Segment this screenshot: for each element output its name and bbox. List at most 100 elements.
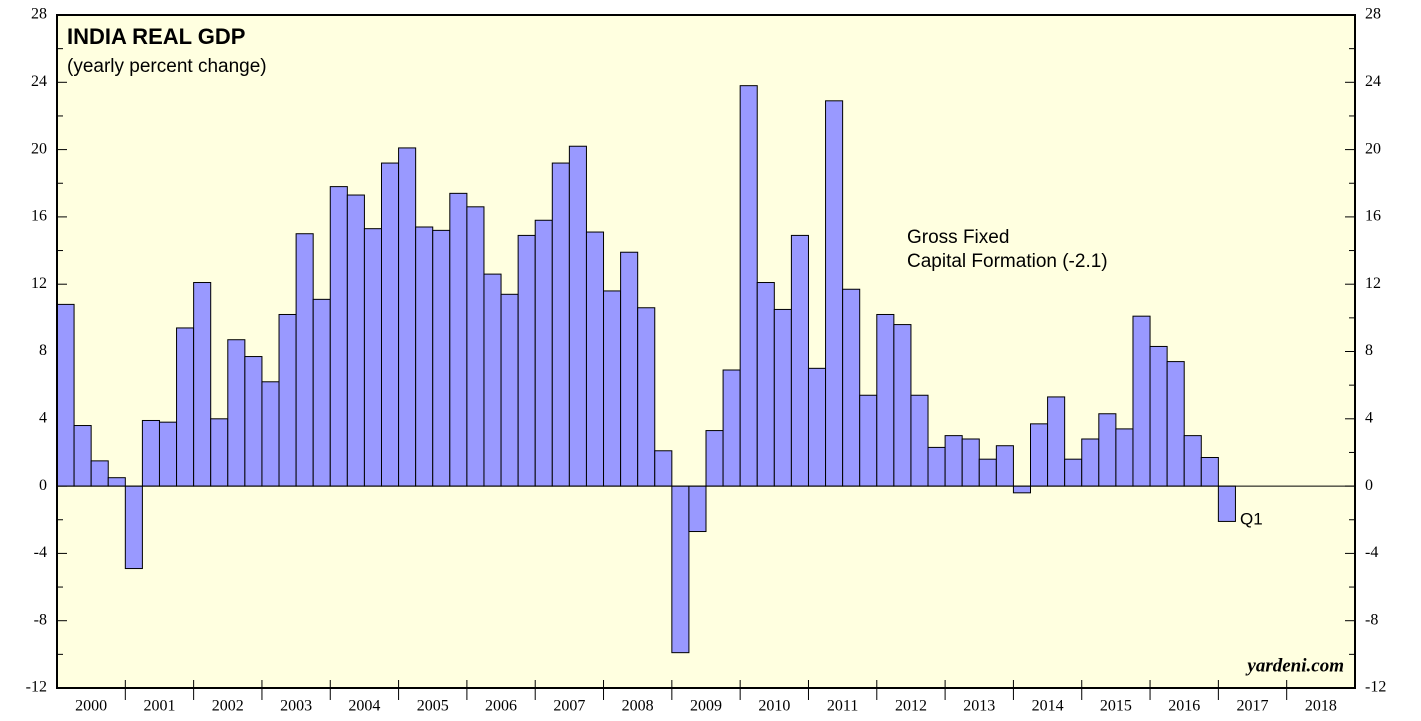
bar bbox=[381, 162, 400, 487]
y-tick-label: 8 bbox=[39, 342, 47, 359]
bar bbox=[449, 192, 468, 487]
x-tick-label: 2017 bbox=[1237, 698, 1269, 715]
bar bbox=[944, 435, 963, 487]
bar bbox=[876, 313, 895, 487]
x-tick-label: 2013 bbox=[963, 698, 995, 715]
bar bbox=[551, 162, 570, 487]
bar bbox=[978, 458, 997, 487]
bar bbox=[432, 229, 451, 487]
bar bbox=[500, 293, 519, 487]
bar bbox=[210, 418, 229, 487]
bar bbox=[1098, 413, 1117, 487]
bar bbox=[1166, 361, 1185, 487]
x-tick-label: 2005 bbox=[417, 698, 449, 715]
bar bbox=[1183, 435, 1202, 487]
bar bbox=[1132, 315, 1151, 487]
x-tick-label: 2006 bbox=[485, 698, 517, 715]
source: yardeni.com bbox=[1245, 655, 1344, 676]
bar bbox=[73, 425, 92, 487]
bar bbox=[124, 485, 143, 570]
bar bbox=[1030, 423, 1049, 487]
bar bbox=[1217, 485, 1236, 522]
bar bbox=[620, 251, 639, 487]
y2-tick-label: 4 bbox=[1365, 409, 1373, 426]
bar bbox=[90, 460, 109, 487]
bar bbox=[295, 233, 314, 487]
bar bbox=[603, 290, 622, 487]
x-tick-label: 2008 bbox=[622, 698, 654, 715]
bar bbox=[773, 308, 792, 487]
bar bbox=[927, 446, 946, 487]
y-tick-label: 12 bbox=[31, 275, 47, 292]
bar bbox=[756, 282, 775, 487]
bar bbox=[739, 85, 758, 487]
y2-tick-label: -12 bbox=[1365, 679, 1386, 696]
x-tick-label: 2011 bbox=[827, 698, 858, 715]
y-tick-label: 20 bbox=[31, 140, 47, 157]
bar bbox=[790, 234, 809, 487]
y2-tick-label: -4 bbox=[1365, 544, 1378, 561]
x-tick-label: 2014 bbox=[1032, 698, 1064, 715]
x-tick-label: 2001 bbox=[143, 698, 175, 715]
bar bbox=[1047, 396, 1066, 487]
x-tick-label: 2010 bbox=[758, 698, 790, 715]
x-tick-label: 2015 bbox=[1100, 698, 1132, 715]
bar bbox=[1200, 456, 1219, 487]
bar bbox=[193, 282, 212, 487]
y2-tick-label: 8 bbox=[1365, 342, 1373, 359]
bar bbox=[859, 394, 878, 487]
bar bbox=[517, 234, 536, 487]
bar bbox=[688, 485, 707, 533]
x-tick-label: 2004 bbox=[348, 698, 380, 715]
y2-tick-label: -8 bbox=[1365, 611, 1378, 628]
chart-title: INDIA REAL GDP bbox=[67, 24, 245, 49]
bar bbox=[637, 307, 656, 487]
bar bbox=[329, 186, 348, 487]
bar bbox=[261, 381, 280, 487]
y-tick-label: 4 bbox=[39, 409, 47, 426]
x-tick-label: 2018 bbox=[1305, 698, 1337, 715]
y-tick-label: 24 bbox=[31, 73, 47, 90]
x-tick-label: 2000 bbox=[75, 698, 107, 715]
bar bbox=[483, 273, 502, 487]
bar bbox=[244, 356, 263, 487]
bar bbox=[722, 369, 741, 487]
bar bbox=[705, 430, 724, 487]
bar bbox=[568, 145, 587, 487]
bar bbox=[1115, 428, 1134, 487]
x-tick-label: 2016 bbox=[1168, 698, 1200, 715]
y2-tick-label: 12 bbox=[1365, 275, 1381, 292]
annotation: Q1 bbox=[1240, 509, 1263, 528]
bar bbox=[312, 298, 331, 487]
y2-tick-label: 20 bbox=[1365, 140, 1381, 157]
bar bbox=[363, 228, 382, 487]
y2-tick-label: 28 bbox=[1365, 6, 1381, 23]
plot-frame bbox=[56, 14, 1356, 689]
x-tick-label: 2009 bbox=[690, 698, 722, 715]
bar bbox=[825, 100, 844, 487]
bar bbox=[1064, 458, 1083, 487]
bar bbox=[1081, 438, 1100, 487]
x-tick-label: 2012 bbox=[895, 698, 927, 715]
bar bbox=[807, 367, 827, 487]
bar bbox=[995, 445, 1014, 487]
bar bbox=[893, 324, 912, 487]
y-tick-label: 28 bbox=[31, 6, 47, 23]
chart-subtitle: (yearly percent change) bbox=[67, 56, 267, 77]
y2-tick-label: 16 bbox=[1365, 208, 1381, 225]
bar bbox=[176, 327, 195, 487]
bar bbox=[1149, 345, 1168, 487]
y2-tick-label: 0 bbox=[1365, 477, 1373, 494]
bar bbox=[671, 485, 690, 654]
y-tick-label: -8 bbox=[34, 611, 47, 628]
bar bbox=[534, 219, 553, 487]
y-tick-label: -4 bbox=[34, 544, 47, 561]
bar bbox=[227, 339, 246, 487]
y2-tick-label: 24 bbox=[1365, 73, 1381, 90]
bar bbox=[278, 313, 297, 487]
bar bbox=[415, 226, 434, 487]
bar bbox=[585, 231, 605, 487]
bar bbox=[56, 303, 75, 487]
y-tick-label: -12 bbox=[26, 679, 47, 696]
